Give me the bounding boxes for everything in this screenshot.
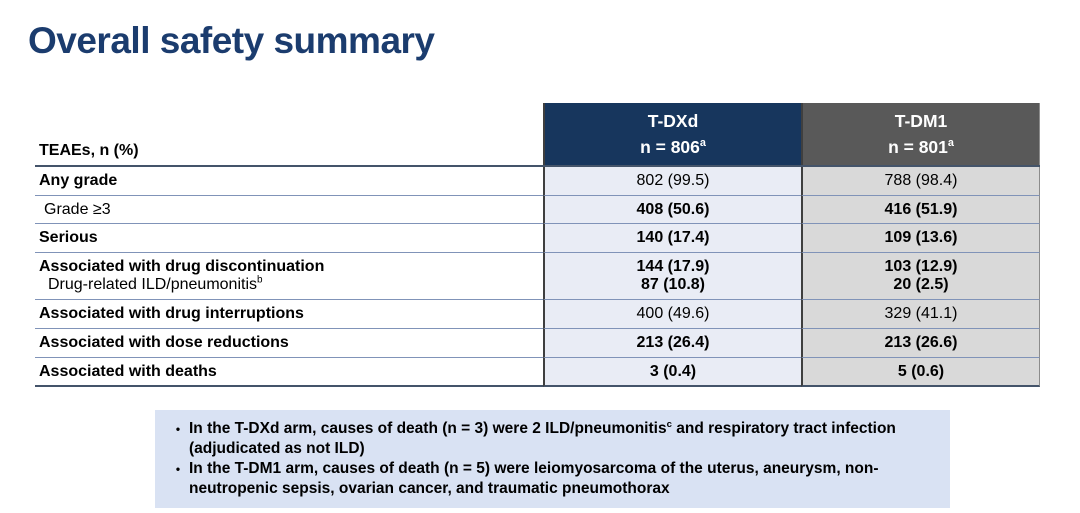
tdm1-value: 213 (26.6) (801, 329, 1040, 358)
tdxd-value: 802 (99.5) (543, 167, 801, 196)
footnote-marker-b: b (257, 274, 263, 286)
tdm1-value: 329 (41.1) (801, 300, 1040, 329)
tdxd-value: 213 (26.4) (543, 329, 801, 358)
table-header-row: TEAEs, n (%) T-DXd n = 806a T-DM1 n = 80… (35, 103, 1040, 167)
table-row-serious: Serious 140 (17.4) 109 (13.6) (35, 224, 1040, 253)
note-text: In the T-DXd arm, causes of death (n = 3… (189, 418, 896, 457)
row-sublabel: Drug-related ILD/pneumonitisb (48, 274, 263, 293)
row-label: Serious (35, 224, 543, 253)
tdxd-value: 144 (17.9) (636, 258, 710, 275)
bullet-icon: • (175, 462, 181, 476)
column-header-tdm1: T-DM1 n = 801a (801, 103, 1040, 165)
table-corner-label: TEAEs, n (%) (39, 142, 139, 159)
table-row-interruptions: Associated with drug interruptions 400 (… (35, 300, 1040, 329)
tdxd-arm-name: T-DXd (647, 111, 699, 131)
tdm1-value: 788 (98.4) (801, 167, 1040, 196)
row-label: Any grade (35, 167, 543, 196)
tdm1-value: 109 (13.6) (801, 224, 1040, 253)
tdxd-value: 3 (0.4) (543, 358, 801, 387)
tdm1-arm-name: T-DM1 (894, 111, 948, 131)
tdxd-n-count: n = 806a (640, 137, 706, 157)
note-text: In the T-DM1 arm, causes of death (n = 5… (189, 460, 879, 497)
row-label: Associated with drug discontinuation (39, 258, 325, 275)
row-label: Grade ≥3 (35, 196, 543, 224)
footnote-marker-c: c (666, 418, 672, 430)
tdm1-value: 416 (51.9) (801, 196, 1040, 224)
note-tdxd-deaths: • In the T-DXd arm, causes of death (n =… (167, 419, 932, 459)
table-row-dose-reductions: Associated with dose reductions 213 (26.… (35, 329, 1040, 358)
table-row-any-grade: Any grade 802 (99.5) 788 (98.4) (35, 167, 1040, 196)
bullet-icon: • (175, 422, 181, 436)
table-row-deaths: Associated with deaths 3 (0.4) 5 (0.6) (35, 358, 1040, 387)
tdxd-subvalue: 87 (10.8) (640, 276, 706, 293)
row-label: Associated with deaths (35, 358, 543, 387)
tdxd-value: 400 (49.6) (543, 300, 801, 329)
tdm1-n-count: n = 801a (888, 137, 954, 157)
table-row-discontinuation: Associated with drug discontinuation Dru… (35, 253, 1040, 300)
safety-summary-table: TEAEs, n (%) T-DXd n = 806a T-DM1 n = 80… (35, 103, 1040, 387)
page-title: Overall safety summary (28, 20, 435, 61)
tdxd-value-group: 144 (17.9) 87 (10.8) (543, 253, 801, 300)
column-header-tdxd: T-DXd n = 806a (543, 103, 801, 165)
tdm1-value: 5 (0.6) (801, 358, 1040, 387)
row-label: Associated with drug interruptions (35, 300, 543, 329)
row-label: Associated with dose reductions (35, 329, 543, 358)
tdm1-value: 103 (12.9) (884, 258, 958, 275)
table-row-grade-ge3: Grade ≥3 408 (50.6) 416 (51.9) (35, 196, 1040, 224)
tdxd-value: 140 (17.4) (543, 224, 801, 253)
tdxd-value: 408 (50.6) (543, 196, 801, 224)
causes-of-death-notes: • In the T-DXd arm, causes of death (n =… (155, 410, 950, 508)
footnote-marker-a: a (947, 137, 954, 150)
tdm1-value-group: 103 (12.9) 20 (2.5) (801, 253, 1040, 300)
note-tdm1-deaths: • In the T-DM1 arm, causes of death (n =… (167, 459, 932, 499)
tdm1-subvalue: 20 (2.5) (893, 276, 949, 293)
row-label-group: Associated with drug discontinuation Dru… (35, 253, 543, 300)
footnote-marker-a: a (699, 137, 706, 150)
